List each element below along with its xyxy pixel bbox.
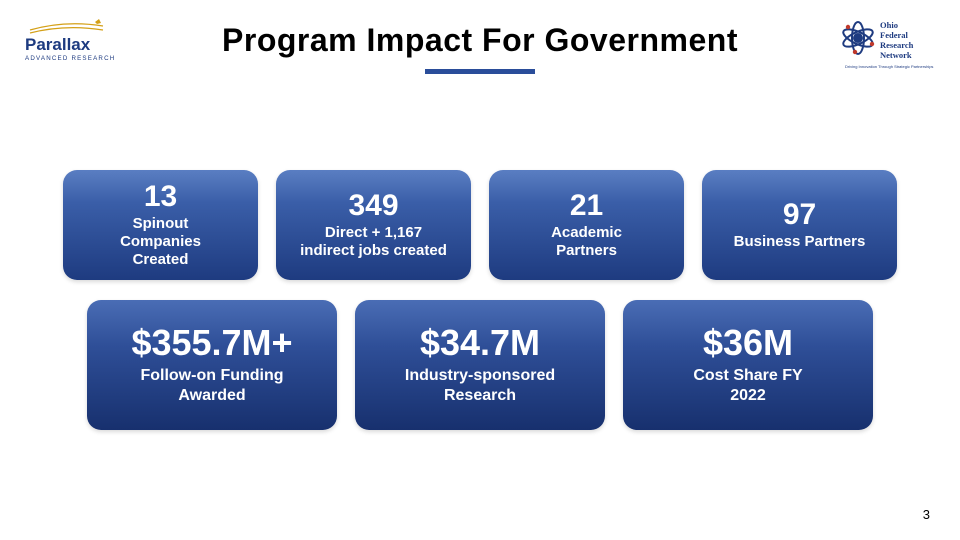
- stat-card-spinouts: 13 SpinoutCompaniesCreated: [63, 170, 258, 280]
- title-underline: [425, 69, 535, 74]
- stat-value: $355.7M+: [131, 324, 292, 362]
- stat-value: 349: [348, 190, 398, 222]
- stat-label: Cost Share FY2022: [693, 366, 802, 406]
- stat-label: AcademicPartners: [551, 224, 622, 260]
- stat-card-research: $34.7M Industry-sponsoredResearch: [355, 300, 605, 430]
- stat-label: Industry-sponsoredResearch: [405, 366, 555, 406]
- stat-card-funding: $355.7M+ Follow-on FundingAwarded: [87, 300, 337, 430]
- stats-row-2: $355.7M+ Follow-on FundingAwarded $34.7M…: [0, 300, 960, 430]
- stat-card-business: 97 Business Partners: [702, 170, 897, 280]
- title-block: Program Impact For Government: [0, 22, 960, 74]
- stat-card-jobs: 349 Direct + 1,167indirect jobs created: [276, 170, 471, 280]
- slide: Parallax ADVANCED RESEARCH Ohio Federal …: [0, 0, 960, 540]
- stat-label: Follow-on FundingAwarded: [140, 366, 283, 406]
- stat-value: 97: [783, 199, 816, 231]
- stat-card-costshare: $36M Cost Share FY2022: [623, 300, 873, 430]
- stat-value: $34.7M: [420, 324, 540, 362]
- stat-label: Business Partners: [734, 233, 866, 251]
- stat-value: 13: [144, 181, 177, 213]
- page-title: Program Impact For Government: [0, 22, 960, 59]
- stat-label: Direct + 1,167indirect jobs created: [300, 224, 447, 260]
- stat-label: SpinoutCompaniesCreated: [120, 215, 201, 269]
- stat-value: $36M: [703, 324, 793, 362]
- page-number: 3: [923, 507, 930, 522]
- stats-row-1: 13 SpinoutCompaniesCreated 349 Direct + …: [0, 170, 960, 280]
- stat-value: 21: [570, 190, 603, 222]
- stat-card-academic: 21 AcademicPartners: [489, 170, 684, 280]
